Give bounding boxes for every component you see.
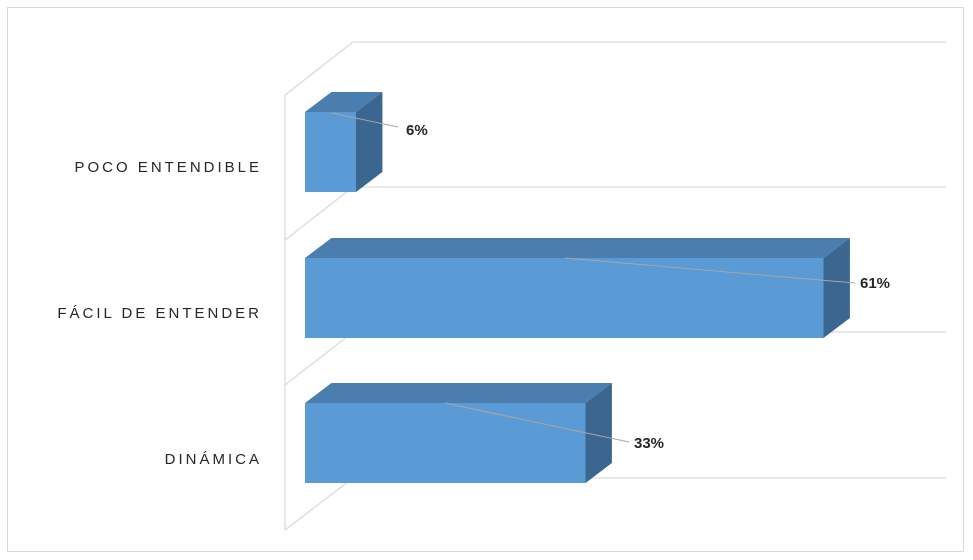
bar: [305, 258, 824, 338]
gridline: [284, 41, 354, 96]
gridline: [284, 186, 354, 241]
bar-top-face: [305, 238, 850, 258]
bar-side-face: [356, 92, 383, 192]
bar-top-face: [305, 383, 612, 403]
bars-layer: [305, 92, 850, 483]
leader-line: [564, 257, 856, 284]
data-label: 33%: [634, 435, 664, 452]
bar: [305, 403, 586, 483]
labels-layer: POCO ENTENDIBLE 6% FÁCIL DE ENTENDER 61% DIN…: [57, 112, 890, 468]
bar: [305, 112, 356, 192]
gridline: [284, 331, 354, 386]
bar-side-face: [823, 238, 850, 338]
data-label: 6%: [406, 122, 428, 139]
bar-side-face: [585, 383, 612, 483]
bar-top-face: [305, 92, 383, 112]
gridline: [284, 477, 354, 531]
data-label: 61%: [860, 275, 890, 292]
leader-line: [331, 112, 399, 128]
category-label: FÁCIL DE ENTENDER: [57, 305, 262, 322]
grid-layer: [284, 41, 946, 531]
leader-line: [444, 402, 630, 443]
category-label: DINÁMICA: [165, 451, 262, 468]
category-label: POCO ENTENDIBLE: [74, 159, 262, 176]
